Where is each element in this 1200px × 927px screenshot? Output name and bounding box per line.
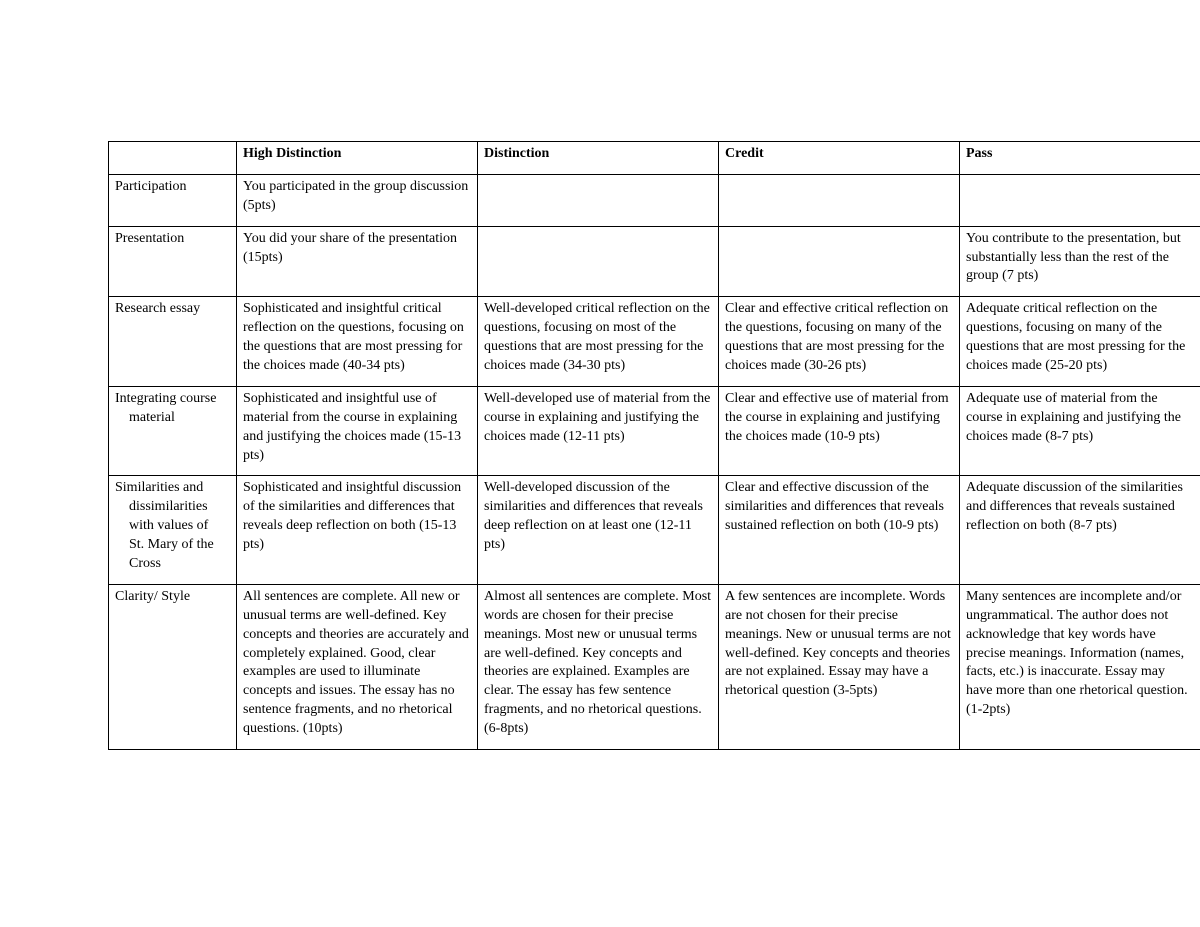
cell-hd: You did your share of the presentation (… <box>237 226 478 297</box>
header-criterion <box>109 142 237 175</box>
table-row: Integrating course material Sophisticate… <box>109 386 1200 476</box>
cell-d: Well-developed critical reflection on th… <box>478 297 719 387</box>
header-credit: Credit <box>719 142 960 175</box>
criterion-cell: Integrating course material <box>109 386 237 476</box>
cell-c <box>719 174 960 226</box>
cell-d <box>478 226 719 297</box>
table-row: Similarities and dissimilarities with va… <box>109 476 1200 584</box>
cell-p: Many sentences are incomplete and/or ung… <box>960 584 1200 749</box>
criterion-cell: Similarities and dissimilarities with va… <box>109 476 237 584</box>
cell-c <box>719 226 960 297</box>
cell-c: Clear and effective use of material from… <box>719 386 960 476</box>
cell-c: A few sentences are incomplete. Words ar… <box>719 584 960 749</box>
table-row: Presentation You did your share of the p… <box>109 226 1200 297</box>
rubric-table: High Distinction Distinction Credit Pass… <box>108 141 1200 750</box>
criterion-cell: Clarity/ Style <box>109 584 237 749</box>
header-high-distinction: High Distinction <box>237 142 478 175</box>
cell-p: Adequate discussion of the similarities … <box>960 476 1200 584</box>
cell-d: Almost all sentences are complete. Most … <box>478 584 719 749</box>
cell-hd: Sophisticated and insightful use of mate… <box>237 386 478 476</box>
criterion-line: St. Mary of the <box>115 536 230 555</box>
table-header-row: High Distinction Distinction Credit Pass <box>109 142 1200 175</box>
cell-hd: Sophisticated and insightful discussion … <box>237 476 478 584</box>
cell-d <box>478 174 719 226</box>
criterion-line: Cross <box>115 555 230 574</box>
cell-p: You contribute to the presentation, but … <box>960 226 1200 297</box>
header-pass: Pass <box>960 142 1200 175</box>
table-row: Participation You participated in the gr… <box>109 174 1200 226</box>
cell-p: Adequate critical reflection on the ques… <box>960 297 1200 387</box>
cell-hd: You participated in the group discussion… <box>237 174 478 226</box>
cell-c: Clear and effective critical reflection … <box>719 297 960 387</box>
table-row: Clarity/ Style All sentences are complet… <box>109 584 1200 749</box>
cell-d: Well-developed use of material from the … <box>478 386 719 476</box>
criterion-line: with values of <box>115 517 230 536</box>
cell-c: Clear and effective discussion of the si… <box>719 476 960 584</box>
criterion-line: dissimilarities <box>115 498 230 517</box>
cell-d: Well-developed discussion of the similar… <box>478 476 719 584</box>
cell-hd: All sentences are complete. All new or u… <box>237 584 478 749</box>
criterion-line: Integrating course <box>115 391 216 406</box>
criterion-cell: Presentation <box>109 226 237 297</box>
cell-hd: Sophisticated and insightful critical re… <box>237 297 478 387</box>
cell-p: Adequate use of material from the course… <box>960 386 1200 476</box>
table-row: Research essay Sophisticated and insight… <box>109 297 1200 387</box>
criterion-line: material <box>115 409 230 428</box>
header-distinction: Distinction <box>478 142 719 175</box>
criterion-cell: Participation <box>109 174 237 226</box>
cell-p <box>960 174 1200 226</box>
criterion-cell: Research essay <box>109 297 237 387</box>
criterion-line: Similarities and <box>115 480 203 495</box>
